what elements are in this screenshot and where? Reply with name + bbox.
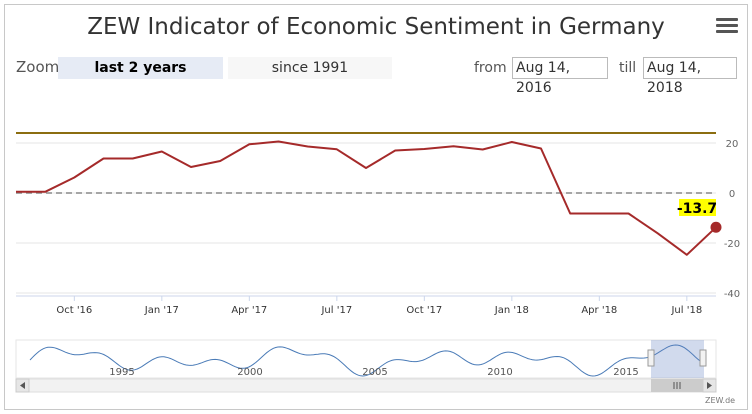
- x-tick-label: Jan '17: [144, 305, 179, 316]
- scroll-left-arrow-icon: [20, 382, 25, 389]
- data-point: [160, 150, 164, 154]
- navigator-background: [15, 339, 717, 379]
- data-point: [422, 147, 426, 151]
- navigator-series: [29, 344, 701, 377]
- credit-text: ZEW.de: [705, 396, 736, 405]
- x-tick-label: Jul '18: [670, 305, 702, 316]
- data-point: [218, 159, 222, 163]
- data-point: [14, 190, 18, 194]
- data-point: [539, 147, 543, 151]
- zoom-label: Zoom: [16, 58, 60, 76]
- last-value-label: -13.7: [677, 201, 717, 217]
- x-tick-label: Apr '17: [231, 305, 267, 316]
- data-point: [189, 165, 193, 169]
- data-point: [452, 144, 456, 148]
- navigator-right-handle: [699, 349, 707, 367]
- data-point: [685, 253, 689, 257]
- menu-icon[interactable]: [716, 18, 738, 36]
- data-point: [277, 140, 281, 144]
- data-point: [510, 140, 514, 144]
- range-from-input[interactable]: Aug 14, 2016: [512, 57, 608, 96]
- y-tick-label: -40: [724, 289, 740, 300]
- data-point: [247, 142, 251, 146]
- range-till-label: till: [619, 60, 637, 76]
- zoom-since-1991-button[interactable]: since 1991: [228, 57, 392, 79]
- data-point: [597, 212, 601, 216]
- data-point: [627, 212, 631, 216]
- navigator-year-label: 2015: [613, 367, 638, 378]
- data-point: [335, 147, 339, 151]
- navigator-left-handle: [647, 349, 655, 367]
- x-tick-label: Jan '18: [494, 305, 529, 316]
- data-point: [131, 157, 135, 161]
- last-point-marker: [710, 221, 722, 233]
- data-point: [72, 176, 76, 180]
- last-value-highlight: [679, 199, 716, 216]
- y-tick-label: 20: [726, 139, 739, 150]
- x-tick-label: Oct '17: [406, 305, 442, 316]
- data-point: [481, 148, 485, 152]
- x-tick-label: Apr '18: [581, 305, 617, 316]
- navigator[interactable]: 1995 2000 2005 2010 2015: [15, 339, 717, 393]
- navigator-year-label: 2005: [362, 367, 387, 378]
- data-point: [364, 166, 368, 170]
- chart-title: ZEW Indicator of Economic Sentiment in G…: [87, 14, 665, 40]
- navigator-year-label: 2010: [487, 367, 512, 378]
- navigator-year-label: 2000: [237, 367, 262, 378]
- data-point: [306, 145, 310, 149]
- main-plot: 20 0 -20 -40 Oct '16 Jan '17 Apr '17 Jul '17 Oct…: [14, 132, 740, 316]
- data-point: [102, 157, 106, 161]
- data-point: [43, 190, 47, 194]
- data-point: [568, 212, 572, 216]
- zoom-last-2-years-button[interactable]: last 2 years: [58, 57, 223, 79]
- range-from-label: from: [474, 60, 507, 76]
- x-tick-label: Oct '16: [56, 305, 92, 316]
- scrollbar-track: [15, 378, 717, 393]
- navigator-selection: [651, 340, 704, 378]
- data-point: [656, 231, 660, 235]
- data-point: [393, 149, 397, 153]
- series-line: [16, 140, 717, 256]
- y-tick-label: 0: [729, 189, 735, 200]
- navigator-year-label: 1995: [109, 367, 134, 378]
- x-tick-label: Jul '17: [320, 305, 352, 316]
- y-tick-label: -20: [724, 239, 740, 250]
- scroll-right-arrow-icon: [707, 382, 712, 389]
- range-till-input[interactable]: Aug 14, 2018: [643, 57, 737, 96]
